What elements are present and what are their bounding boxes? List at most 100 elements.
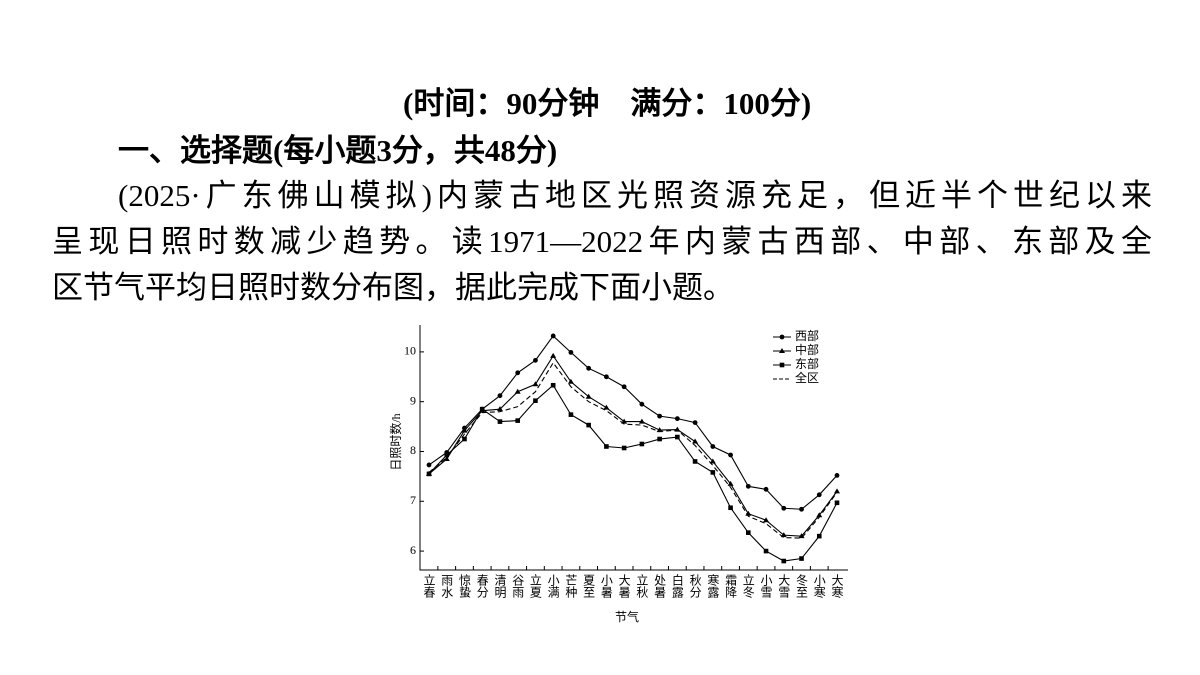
point	[479, 406, 485, 412]
x-tick-label: 清明	[493, 574, 507, 599]
x-tick-label: 立秋	[635, 573, 649, 599]
series-line	[428, 361, 838, 539]
x-tick-label: 雨水	[440, 574, 454, 598]
point	[763, 486, 769, 492]
x-axis-label: 节气	[615, 609, 639, 624]
point	[746, 530, 751, 535]
point	[834, 488, 840, 494]
point	[586, 422, 591, 428]
point	[674, 416, 680, 422]
point	[497, 393, 503, 399]
paragraph-line: 呈现日照时数减少趋势。读1971—2022年内蒙古西部、中部、东部及全	[52, 224, 1152, 259]
x-tick-label: 谷雨	[511, 574, 525, 598]
legend-label: 西部	[795, 328, 819, 343]
point	[621, 384, 627, 390]
x-tick-label: 小暑	[599, 574, 613, 599]
x-tick-label: 夏至	[582, 574, 596, 598]
legend-label: 中部	[795, 342, 819, 357]
point	[799, 506, 804, 512]
point	[461, 427, 468, 433]
x-tick-label: 大雪	[777, 574, 791, 599]
point	[727, 480, 734, 486]
x-tick-label: 秋分	[688, 574, 702, 599]
legend-marker	[779, 334, 785, 340]
point	[763, 517, 770, 523]
y-tick-label: 9	[410, 393, 416, 407]
x-tick-label: 寒露	[706, 573, 720, 598]
point	[603, 374, 609, 380]
point	[692, 459, 698, 464]
point	[675, 434, 680, 440]
x-tick-label: 白露	[670, 573, 684, 598]
x-tick-label: 春分	[475, 574, 489, 599]
point	[603, 404, 610, 410]
x-tick-label: 立夏	[528, 573, 542, 598]
point	[674, 426, 681, 432]
point	[621, 445, 627, 451]
y-tick-label: 6	[410, 543, 416, 557]
point	[834, 500, 840, 506]
legend-label: 全区	[795, 370, 819, 385]
x-tick-label: 立冬	[741, 573, 755, 599]
point	[710, 470, 716, 475]
y-tick-label: 7	[410, 493, 416, 507]
chart: 节气 日照时数/h 6 7 8 9 10 立春 雨水 惊蛰 春分 清明 谷雨 立夏 小满 芒种 夏至 小暑 大暑…	[388, 325, 848, 624]
point	[426, 471, 432, 477]
legend-marker	[779, 348, 785, 353]
paragraph-line: 区节气平均日照时数分布图，据此完成下面小题。	[52, 270, 734, 305]
point	[532, 381, 539, 387]
time-info: (时间：90分钟 满分：100分)	[403, 86, 812, 121]
x-tick-label: 惊蛰	[457, 573, 471, 599]
point	[709, 458, 716, 464]
point	[533, 398, 538, 403]
point	[781, 505, 787, 511]
x-tick-label: 大寒	[830, 574, 844, 599]
point	[781, 558, 787, 564]
legend-label: 东部	[795, 356, 819, 371]
legend-marker	[779, 362, 785, 368]
point	[816, 533, 822, 539]
series-line	[428, 335, 838, 510]
point	[816, 492, 822, 498]
point	[657, 436, 662, 442]
point	[656, 427, 663, 433]
point	[692, 438, 699, 444]
point	[568, 349, 574, 355]
point	[497, 419, 503, 424]
x-tick-label: 立春	[422, 573, 436, 599]
section-title: 一、选择题(每小题3分，共48分)	[118, 133, 558, 168]
point	[604, 444, 609, 449]
x-tick-label: 冬至	[795, 573, 809, 598]
point	[515, 370, 521, 376]
point	[426, 462, 432, 468]
point	[550, 382, 556, 388]
x-tick-label: 小雪	[759, 574, 773, 599]
y-axis-label: 日照时数/h	[388, 413, 403, 470]
x-tick-label: 芒种	[564, 573, 578, 598]
y-tick-label: 10	[404, 344, 416, 358]
point	[657, 413, 663, 419]
point	[639, 441, 645, 447]
point	[710, 444, 716, 449]
point	[585, 393, 592, 399]
point	[692, 420, 698, 426]
point	[515, 418, 520, 423]
point	[586, 365, 592, 371]
point	[638, 418, 645, 424]
point	[763, 548, 769, 554]
point	[496, 406, 503, 412]
series-line	[428, 384, 838, 562]
point	[444, 452, 450, 458]
y-tick-label: 8	[410, 443, 416, 457]
point	[799, 556, 804, 561]
point	[443, 455, 450, 461]
x-tick-label: 小寒	[812, 574, 826, 599]
paragraph-line: (2025·广东佛山模拟)内蒙古地区光照资源充足，但近半个世纪以来	[118, 178, 1152, 213]
x-tick-label: 霜降	[724, 574, 738, 598]
point	[568, 412, 574, 417]
x-tick-label: 大暑	[617, 574, 631, 599]
series-line	[428, 354, 838, 537]
point	[533, 357, 538, 363]
point	[514, 388, 521, 394]
